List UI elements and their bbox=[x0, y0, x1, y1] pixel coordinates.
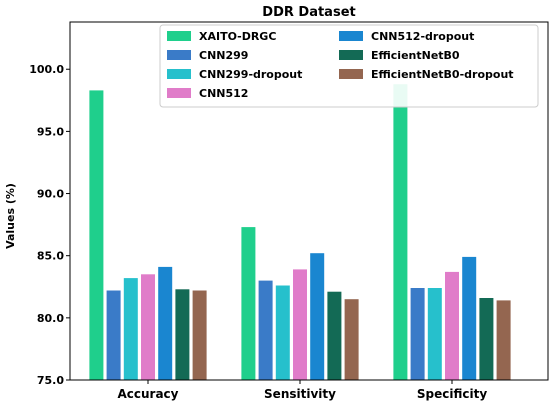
bar-6-0 bbox=[192, 290, 207, 380]
x-tick-label: Sensitivity bbox=[264, 387, 336, 401]
legend-label: CNN512 bbox=[199, 87, 248, 100]
bar-2-1 bbox=[275, 285, 290, 380]
legend-label: CNN299 bbox=[199, 49, 248, 62]
bar-1-0 bbox=[106, 290, 121, 380]
legend-swatch bbox=[167, 69, 191, 79]
bar-3-2 bbox=[445, 271, 459, 380]
bar-1-2 bbox=[410, 288, 425, 380]
y-axis: 75.0 80.0 85.0 90.0 95.0 100.0 bbox=[29, 63, 70, 387]
legend-label: EfficientNetB0-dropout bbox=[371, 68, 514, 81]
y-tick-label: 75.0 bbox=[37, 374, 64, 387]
y-tick-label: 95.0 bbox=[37, 125, 64, 138]
legend-label: CNN512-dropout bbox=[371, 30, 474, 43]
legend-label: EfficientNetB0 bbox=[371, 49, 460, 62]
y-tick-label: 80.0 bbox=[37, 312, 64, 325]
y-axis-label: Values (%) bbox=[4, 183, 17, 249]
legend: XAITO-DRGC CNN299 CNN299-dropout CNN512 CNN5… bbox=[159, 24, 539, 108]
bar-3-0 bbox=[141, 274, 155, 380]
bar-1-1 bbox=[258, 280, 273, 380]
bar-0-1 bbox=[241, 227, 256, 380]
x-tick-label: Specificity bbox=[417, 387, 487, 401]
legend-label: XAITO-DRGC bbox=[199, 30, 276, 43]
bar-5-0 bbox=[175, 289, 190, 380]
bar-6-2 bbox=[496, 300, 511, 380]
x-axis: Accuracy Sensitivity Specificity bbox=[117, 380, 487, 401]
bar-4-1 bbox=[310, 253, 325, 380]
bar-4-2 bbox=[462, 256, 477, 380]
y-tick-label: 100.0 bbox=[29, 63, 64, 76]
legend-swatch bbox=[339, 69, 363, 79]
bar-3-1 bbox=[293, 269, 307, 380]
bar-0-0 bbox=[89, 90, 104, 381]
bar-5-1 bbox=[327, 291, 342, 380]
legend-swatch bbox=[167, 88, 191, 98]
x-tick-label: Accuracy bbox=[117, 387, 178, 401]
bar-2-0 bbox=[123, 278, 138, 380]
bar-6-1 bbox=[344, 299, 359, 380]
bar-2-2 bbox=[427, 288, 442, 380]
y-tick-label: 85.0 bbox=[37, 250, 64, 263]
chart-title: DDR Dataset bbox=[262, 5, 355, 20]
plot-frame bbox=[69, 21, 549, 381]
legend-box bbox=[159, 24, 539, 108]
legend-swatch bbox=[167, 31, 191, 41]
bar-0-2 bbox=[393, 84, 408, 380]
bar-5-2 bbox=[479, 298, 494, 380]
legend-label: CNN299-dropout bbox=[199, 68, 302, 81]
legend-swatch bbox=[339, 31, 363, 41]
y-tick-label: 90.0 bbox=[37, 188, 64, 201]
bars-group bbox=[89, 84, 511, 381]
legend-swatch bbox=[167, 50, 191, 60]
bar-4-0 bbox=[158, 266, 173, 380]
legend-swatch bbox=[339, 50, 363, 60]
